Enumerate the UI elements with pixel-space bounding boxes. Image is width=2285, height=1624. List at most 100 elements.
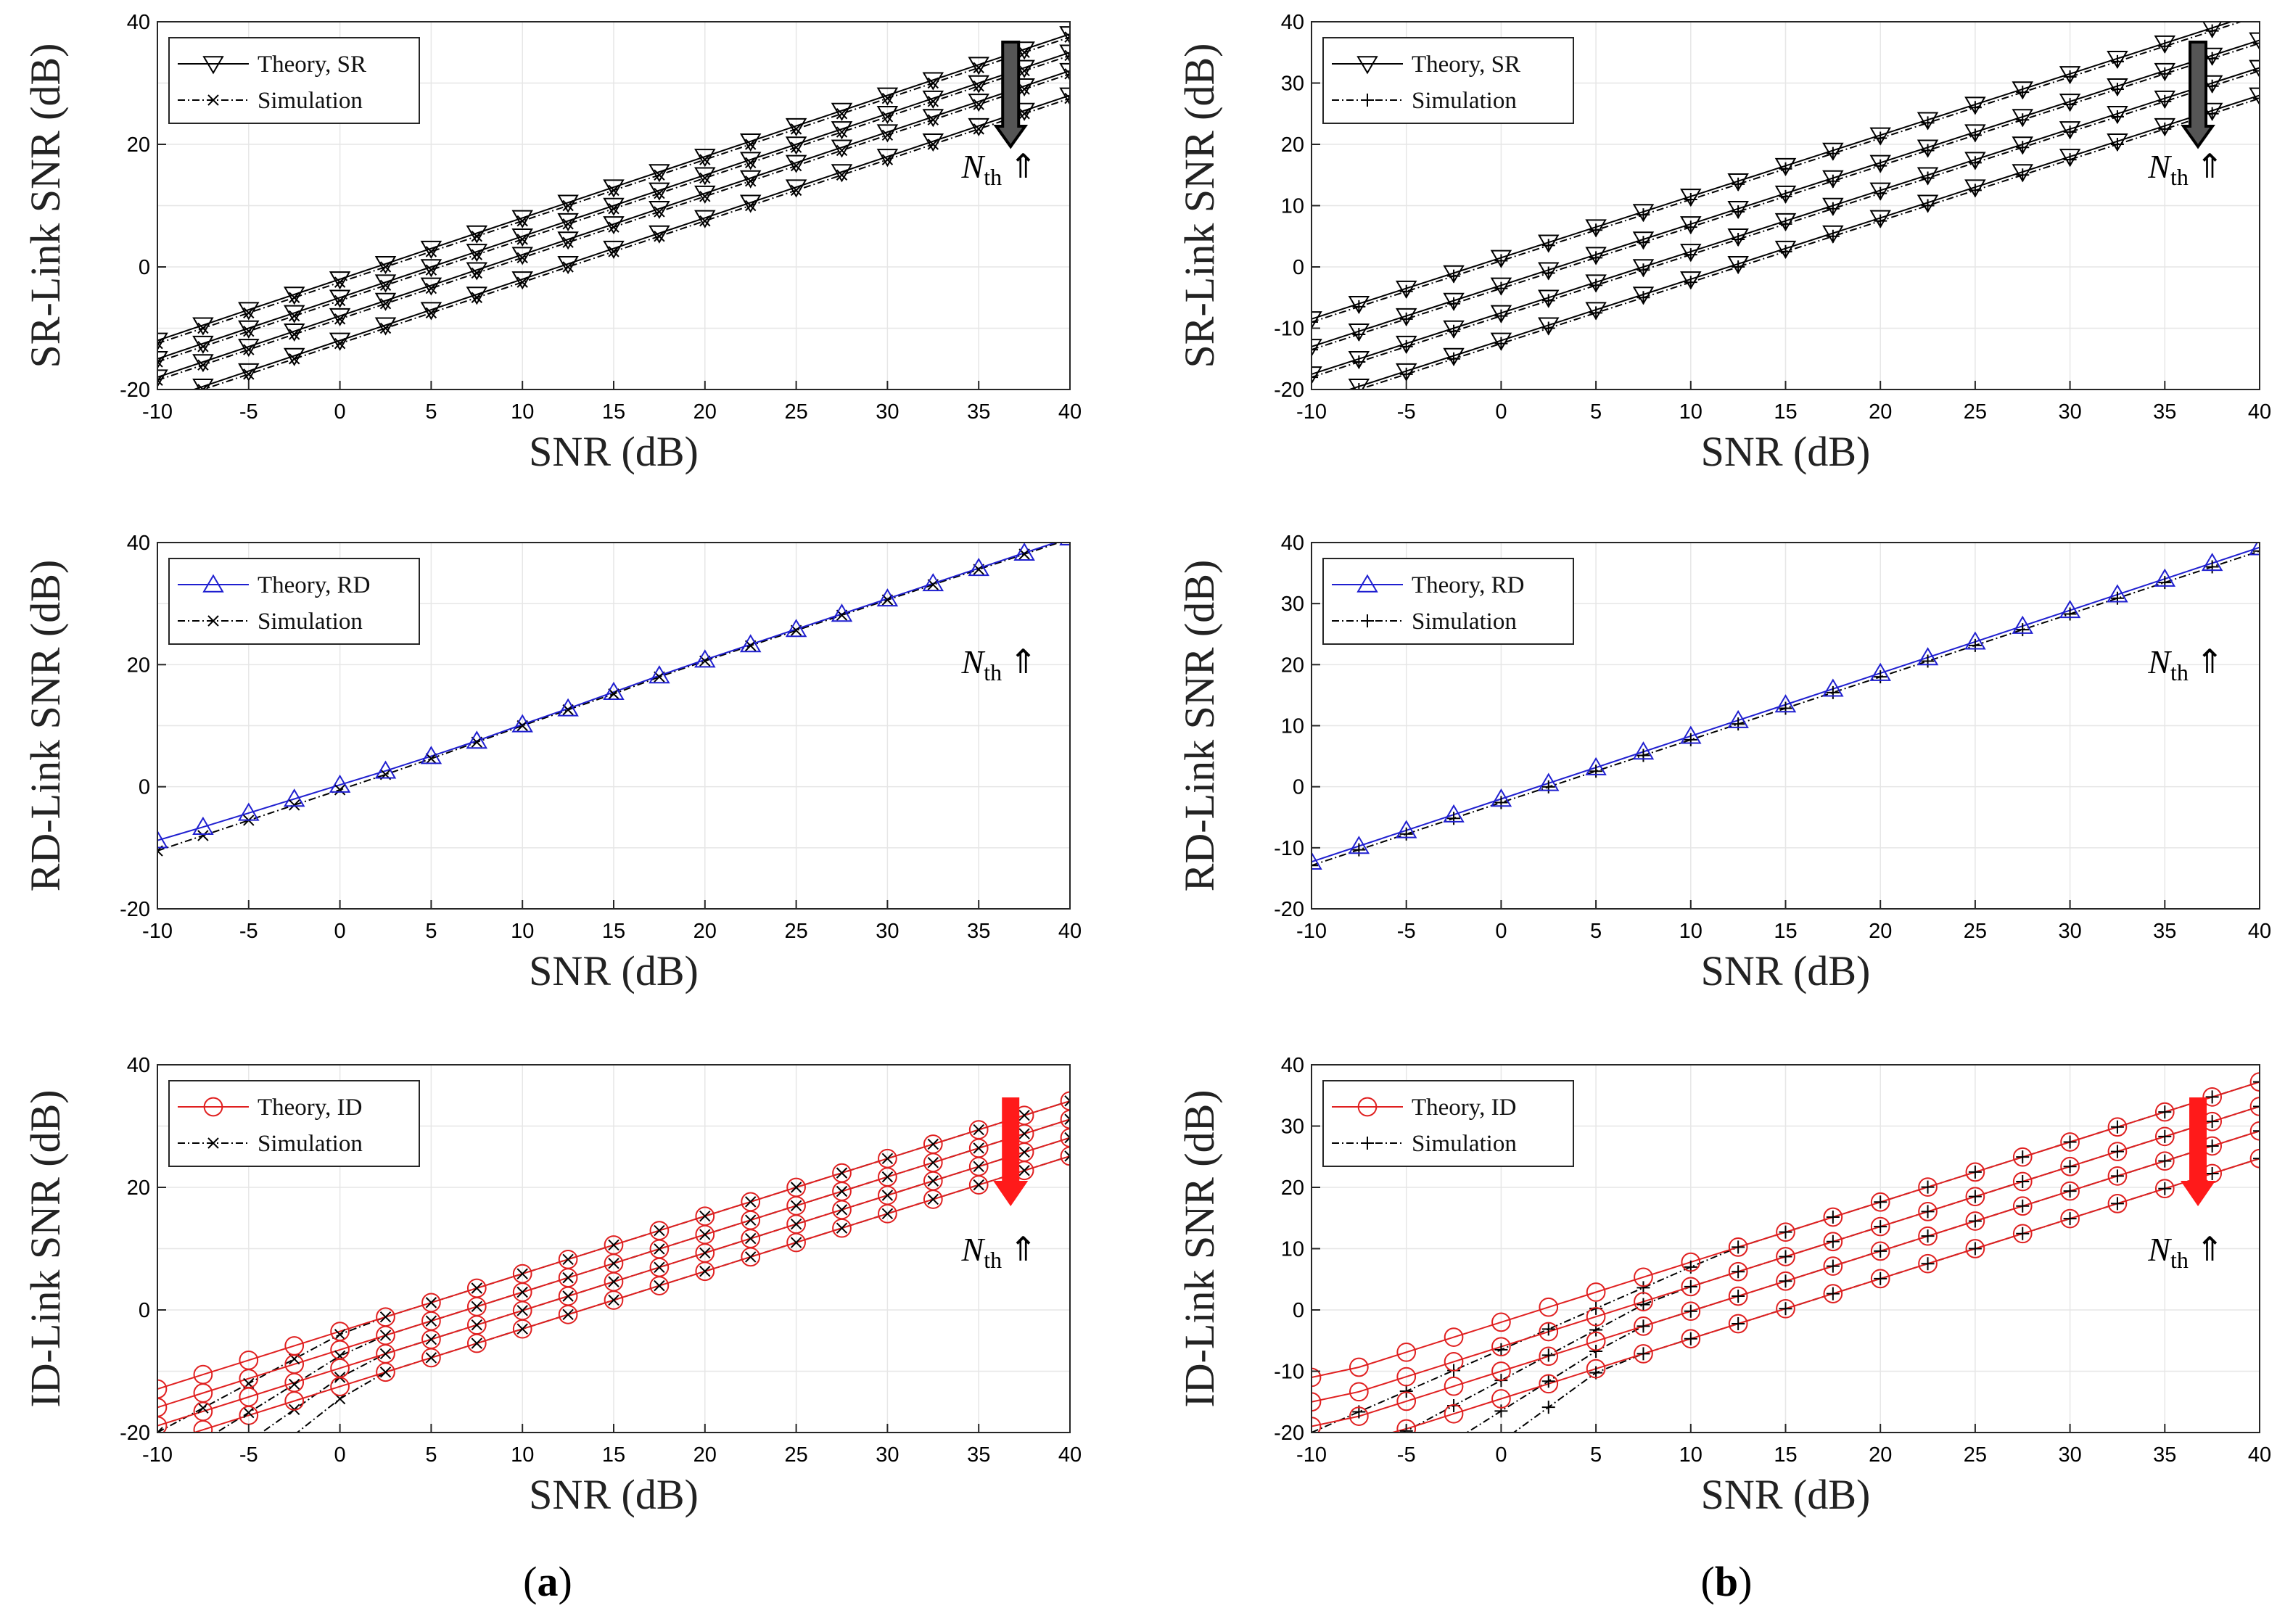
simulation-point [425,1297,437,1308]
simulation-point [1447,269,1461,283]
simulation-point [608,1294,619,1306]
theory-point [695,1261,715,1282]
simulation-point [1589,306,1603,320]
x-tick-label: 30 [876,400,899,424]
x-tick-label: 35 [2153,1443,2176,1467]
theory-point [1918,1226,1938,1246]
simulation-point [2016,86,2030,99]
y-axis-label: ID-Link SNR (dB) [1176,1089,1223,1407]
theory-point [1680,244,1702,263]
simulation-point [334,1329,346,1340]
simulation-point [1779,701,1792,715]
theory-point [2107,1166,2128,1186]
x-tick-label: 20 [693,920,717,943]
theory-point [1916,139,1939,158]
theory-point [2154,35,2176,54]
theory-point [511,210,533,228]
trend-arrow [993,41,1029,149]
simulation-point [699,1211,711,1222]
simulation-point [1921,1229,1935,1243]
theory-point [157,830,168,849]
theory-point [1443,347,1465,366]
theory-point [832,1218,852,1238]
simulation-point [562,236,574,248]
simulation-point [608,1276,619,1287]
simulation-point [1399,284,1413,298]
theory-point [1634,1292,1653,1311]
simulation-point [2158,39,2172,53]
theory-point [2154,62,2176,81]
theory-point [876,124,899,143]
simulation-point [927,1193,939,1205]
simulation-point [1447,812,1461,825]
simulation-point [197,830,209,841]
theory-point [329,271,351,290]
simulation-point [516,1323,528,1335]
theory-point [192,379,214,389]
theory-point [1491,1389,1511,1409]
simulation-point [379,1367,392,1378]
simulation-point [243,368,255,380]
theory-point [1585,757,1607,775]
simulation-point [927,1138,939,1150]
theory-point [2201,47,2223,66]
theory-point [1059,44,1070,63]
simulation-point [2205,79,2219,93]
theory-point [1632,231,1655,250]
theory-point [1396,1342,1417,1362]
simulation-point [1826,229,1840,243]
theory-point [2012,136,2033,155]
simulation-point [2110,110,2124,123]
x-tick-label: -10 [142,920,173,943]
theory-point [374,274,397,293]
y-tick-label: 10 [1281,715,1304,738]
theory-point [1870,1241,1890,1261]
y-tick-label: 0 [139,256,150,279]
legend-box [1322,1080,1574,1167]
y-tick-label: 20 [127,1176,150,1200]
x-tick-label: 40 [2248,1443,2271,1467]
simulation-point [790,1200,802,1212]
theory-point [283,788,305,807]
simulation-point [654,187,665,199]
x-tick-label: 25 [784,400,807,424]
theory-point [157,332,168,351]
simulation-point [1874,1220,1887,1234]
theory-point [1538,262,1560,281]
x-tick-label: 30 [2058,1443,2081,1467]
theory-point [1585,302,1607,321]
theory-point [1538,289,1560,308]
x-tick-label: 0 [1495,1443,1507,1467]
x-tick-label: 25 [1964,400,1987,424]
theory-point [649,182,670,201]
simulation-point [516,1305,528,1316]
theory-point [694,149,716,168]
y-axis-label: RD-Link SNR (dB) [1176,560,1223,892]
theory-point [1776,1298,1795,1319]
legend-theory-marker [1356,574,1378,593]
simulation-point [1312,316,1318,329]
theory-point [923,1190,943,1209]
theory-point [1823,1284,1843,1303]
theory-point [1728,1314,1748,1334]
theory-point [2107,106,2128,125]
x-tick-label: 25 [784,920,807,943]
simulation-point [927,114,939,125]
theory-point [1312,851,1322,870]
theory-point [283,287,305,305]
theory-point [922,573,944,592]
theory-point [876,588,899,607]
theory-point [1539,1374,1559,1394]
simulation-point [1541,321,1555,335]
simulation-point [1732,1289,1745,1303]
simulation-point [1826,147,1840,160]
theory-point [1776,1222,1795,1242]
simulation-point [2205,1166,2219,1180]
simulation-point [2158,1129,2172,1143]
theory-point [922,90,944,109]
theory-point [1634,1316,1653,1336]
theory-point [1869,210,1891,228]
theory-point [878,1203,897,1224]
nth-subscript: th [984,659,1002,685]
simulation-point [562,1290,574,1302]
